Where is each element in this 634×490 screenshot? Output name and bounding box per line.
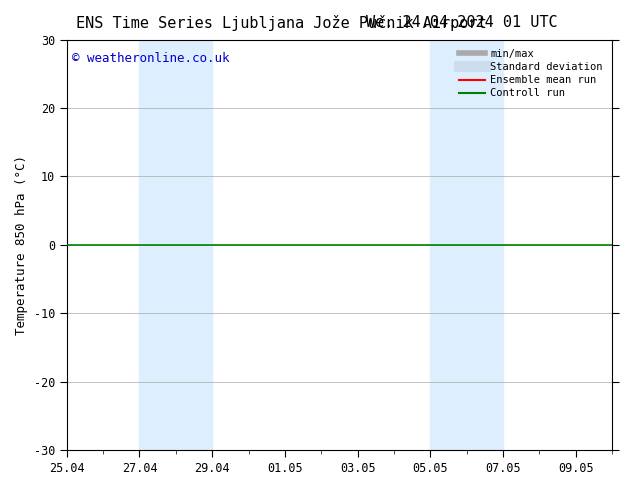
Bar bbox=[139, 40, 212, 450]
Y-axis label: Temperature 850 hPa (°C): Temperature 850 hPa (°C) bbox=[15, 155, 28, 335]
Text: © weatheronline.co.uk: © weatheronline.co.uk bbox=[72, 52, 230, 65]
Text: ENS Time Series Ljubljana Jože Pučnik Airport: ENS Time Series Ljubljana Jože Pučnik Ai… bbox=[76, 15, 487, 31]
Text: We. 24.04.2024 01 UTC: We. 24.04.2024 01 UTC bbox=[366, 15, 558, 30]
Bar bbox=[430, 40, 503, 450]
Legend: min/max, Standard deviation, Ensemble mean run, Controll run: min/max, Standard deviation, Ensemble me… bbox=[455, 45, 607, 102]
